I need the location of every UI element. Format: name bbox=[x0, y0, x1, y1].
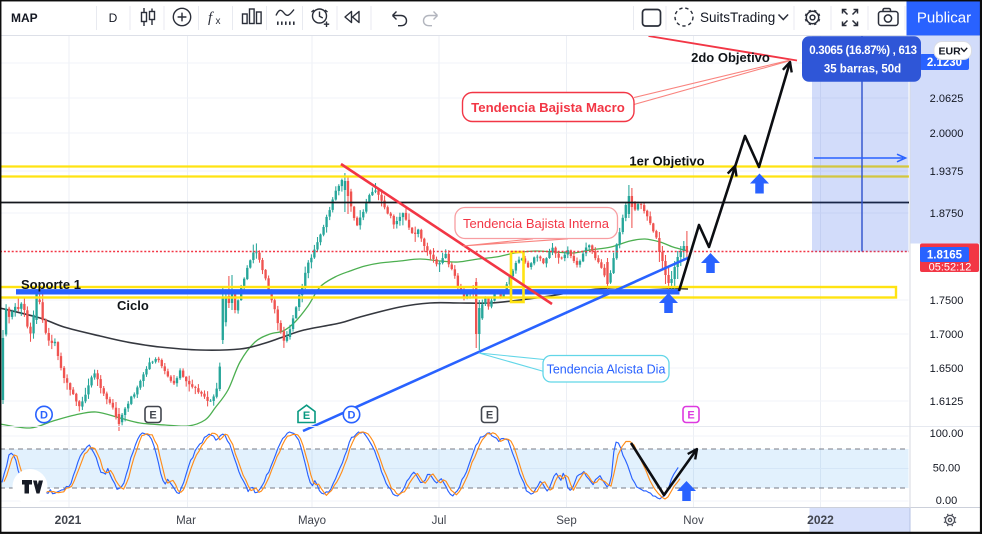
svg-text:35 barras, 50d: 35 barras, 50d bbox=[824, 64, 901, 76]
svg-text:1.6125: 1.6125 bbox=[930, 396, 964, 408]
svg-text:D: D bbox=[40, 410, 48, 422]
svg-text:SuitsTrading: SuitsTrading bbox=[700, 10, 775, 25]
svg-text:Soporte 1: Soporte 1 bbox=[21, 277, 81, 292]
svg-text:2.0000: 2.0000 bbox=[930, 128, 964, 140]
svg-text:1.7000: 1.7000 bbox=[930, 329, 964, 341]
svg-text:1.8165: 1.8165 bbox=[927, 250, 963, 262]
svg-text:E: E bbox=[486, 410, 493, 422]
svg-text:100.00: 100.00 bbox=[930, 428, 964, 440]
svg-text:2021: 2021 bbox=[55, 513, 82, 527]
svg-text:D: D bbox=[109, 11, 118, 25]
svg-text:Nov: Nov bbox=[683, 515, 704, 527]
svg-text:D: D bbox=[348, 410, 356, 422]
svg-text:Tendencia Bajista Interna: Tendencia Bajista Interna bbox=[463, 216, 610, 231]
svg-text:Mayo: Mayo bbox=[298, 515, 326, 527]
svg-text:E: E bbox=[687, 410, 694, 422]
svg-text:1.7500: 1.7500 bbox=[930, 295, 964, 307]
svg-text:Jul: Jul bbox=[432, 515, 447, 527]
svg-text:Mar: Mar bbox=[176, 515, 196, 527]
svg-text:1er Objetivo: 1er Objetivo bbox=[629, 154, 704, 169]
svg-text:Tendencia Alcista Dia: Tendencia Alcista Dia bbox=[547, 363, 666, 377]
svg-text:Tendencia Bajista Macro: Tendencia Bajista Macro bbox=[471, 100, 625, 115]
svg-text:1.6500: 1.6500 bbox=[930, 363, 964, 375]
svg-text:50.00: 50.00 bbox=[933, 462, 961, 474]
svg-text:MAP: MAP bbox=[11, 11, 38, 25]
svg-text:2do Objetivo: 2do Objetivo bbox=[691, 50, 770, 65]
svg-text:2022: 2022 bbox=[807, 513, 834, 527]
svg-text:0.00: 0.00 bbox=[936, 495, 957, 507]
svg-text:Sep: Sep bbox=[556, 515, 576, 527]
svg-text:E: E bbox=[149, 410, 156, 422]
svg-text:E: E bbox=[303, 410, 310, 422]
svg-text:1.9375: 1.9375 bbox=[930, 166, 964, 178]
svg-text:2.0625: 2.0625 bbox=[930, 93, 964, 105]
svg-text:EUR: EUR bbox=[939, 45, 962, 57]
svg-text:Publicar: Publicar bbox=[917, 10, 971, 27]
svg-text:Ciclo: Ciclo bbox=[117, 298, 149, 313]
svg-text:1.8750: 1.8750 bbox=[930, 208, 964, 220]
svg-text:0.3065 (16.87%) , 613: 0.3065 (16.87%) , 613 bbox=[809, 45, 917, 57]
svg-text:x: x bbox=[216, 16, 221, 27]
svg-text:05:52:12: 05:52:12 bbox=[929, 261, 972, 273]
